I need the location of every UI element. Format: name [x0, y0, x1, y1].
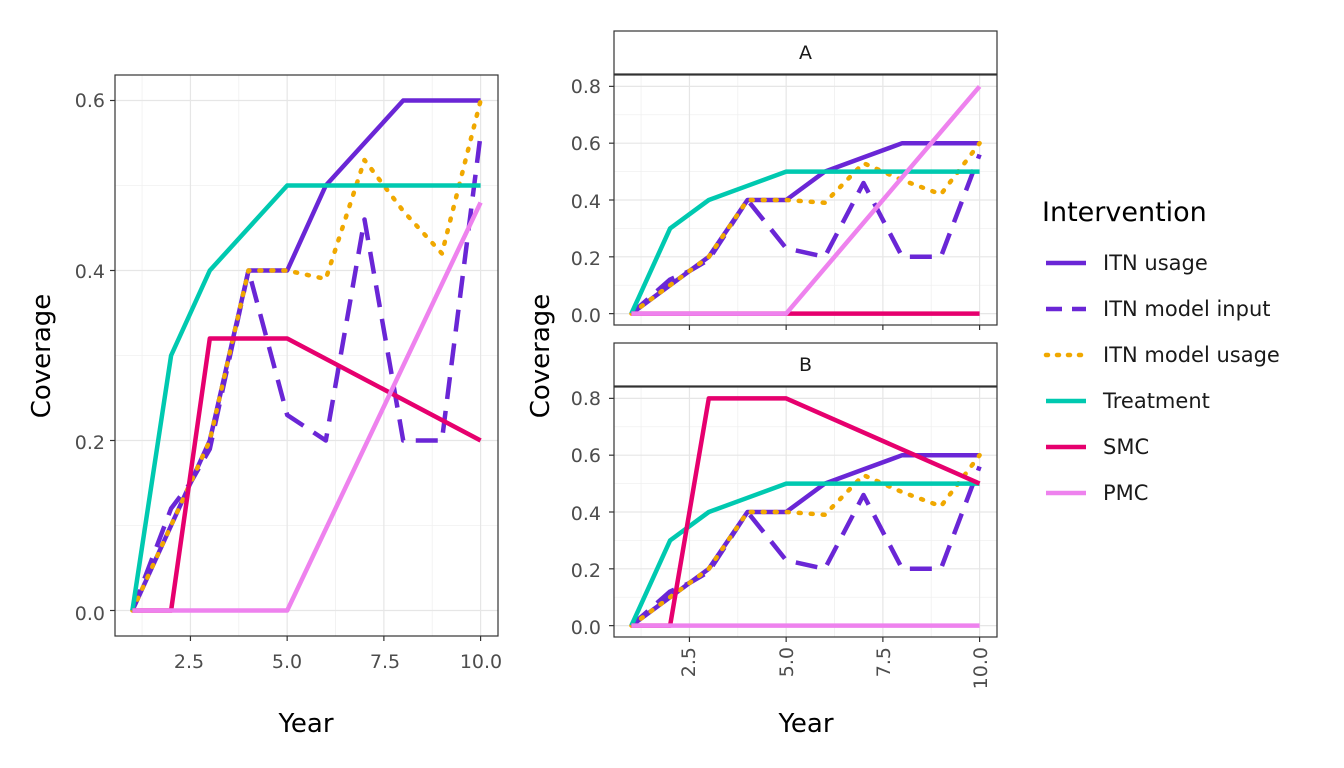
legend-label: SMC	[1103, 435, 1149, 459]
x-tick-label: 10.0	[970, 647, 992, 689]
y-tick-label: 0.0	[75, 603, 105, 625]
series-line-treatment	[130, 183, 481, 611]
legend-item: ITN model usage	[1043, 343, 1280, 367]
y-tick-label: 0.2	[571, 560, 601, 582]
legend-label: ITN model usage	[1103, 343, 1280, 367]
y-tick-label: 0.2	[571, 248, 601, 270]
series-line-itn-model-usage	[629, 140, 982, 316]
x-tick-label: 2.5	[678, 647, 700, 677]
y-tick-label: 0.4	[571, 503, 601, 525]
panel-facet-b: B 0.0 0.2 0.4 0.6 0.8 2.5 5.0 7.5 10.0	[571, 342, 998, 689]
x-tick-label: 7.5	[873, 647, 895, 677]
facet-strip-b	[613, 342, 998, 387]
y-tick-label: 0.6	[571, 445, 601, 467]
facet-strip-a	[613, 30, 998, 75]
panel-left: 2.5 5.0 7.5 10.0 0.0 0.2 0.4 0.6 Year Co…	[27, 74, 502, 739]
legend-items: ITN usage ITN model input ITN model usag…	[1043, 251, 1280, 505]
panel-a-y-ticks: 0.0 0.2 0.4 0.6 0.8	[571, 76, 601, 327]
panel-b-series	[629, 396, 982, 628]
x-tick-label: 5.0	[776, 647, 798, 677]
legend-label: PMC	[1103, 481, 1148, 505]
facet-label-b: B	[799, 354, 812, 376]
legend: Intervention ITN usage ITN model input I…	[1042, 197, 1280, 505]
series-line-itn-model-input	[629, 465, 982, 628]
y-tick-label: 0.0	[571, 617, 601, 639]
y-tick-label: 0.8	[571, 76, 601, 98]
y-axis-title: Coverage	[27, 294, 57, 419]
facet-label-a: A	[799, 42, 812, 64]
series-line-itn-model-input	[130, 134, 483, 612]
series-line-itn-model-usage	[629, 452, 982, 628]
panel-a-series	[629, 84, 982, 316]
panel-left-y-ticks: 0.0 0.2 0.4 0.6	[75, 90, 105, 625]
y-tick-label: 0.0	[571, 305, 601, 327]
panel-left-x-ticks: 2.5 5.0 7.5 10.0	[174, 651, 502, 673]
series-line-treatment	[629, 481, 980, 627]
panel-a-border	[613, 74, 998, 326]
legend-item: ITN usage	[1046, 251, 1208, 275]
y-tick-label: 0.4	[75, 261, 105, 283]
legend-item: PMC	[1046, 481, 1148, 505]
y-tick-label: 0.8	[571, 388, 601, 410]
facets-x-axis-title: Year	[777, 709, 833, 739]
y-tick-label: 0.6	[75, 90, 105, 112]
panel-b-border	[613, 386, 998, 638]
y-tick-label: 0.2	[75, 432, 105, 454]
series-line-itn-model-input	[629, 153, 982, 316]
legend-item: Treatment	[1046, 389, 1210, 413]
series-line-treatment	[629, 169, 980, 315]
x-axis-title: Year	[277, 709, 333, 739]
x-tick-label: 10.0	[460, 651, 502, 673]
series-line-itn-model-usage	[130, 98, 483, 613]
legend-item: SMC	[1046, 435, 1149, 459]
panel-b-x-ticks: 2.5 5.0 7.5 10.0	[678, 647, 992, 689]
x-tick-label: 5.0	[272, 651, 302, 673]
y-tick-label: 0.6	[571, 133, 601, 155]
facets-y-axis-title: Coverage	[526, 294, 556, 419]
panel-left-series	[130, 98, 483, 613]
legend-title: Intervention	[1042, 197, 1207, 228]
x-tick-label: 2.5	[174, 651, 204, 673]
x-tick-label: 7.5	[370, 651, 400, 673]
series-line-pmc	[631, 84, 982, 316]
series-line-pmc	[132, 201, 483, 613]
panel-b-y-ticks: 0.0 0.2 0.4 0.6 0.8	[571, 388, 601, 639]
panel-left-border	[114, 74, 499, 637]
legend-label: ITN model input	[1103, 297, 1271, 321]
panel-left-grid	[110, 75, 498, 641]
panel-facet-a: A 0.0 0.2 0.4 0.6 0.8	[571, 30, 998, 330]
legend-label: ITN usage	[1103, 251, 1208, 275]
legend-label: Treatment	[1102, 389, 1210, 413]
legend-item: ITN model input	[1046, 297, 1271, 321]
y-tick-label: 0.4	[571, 191, 601, 213]
